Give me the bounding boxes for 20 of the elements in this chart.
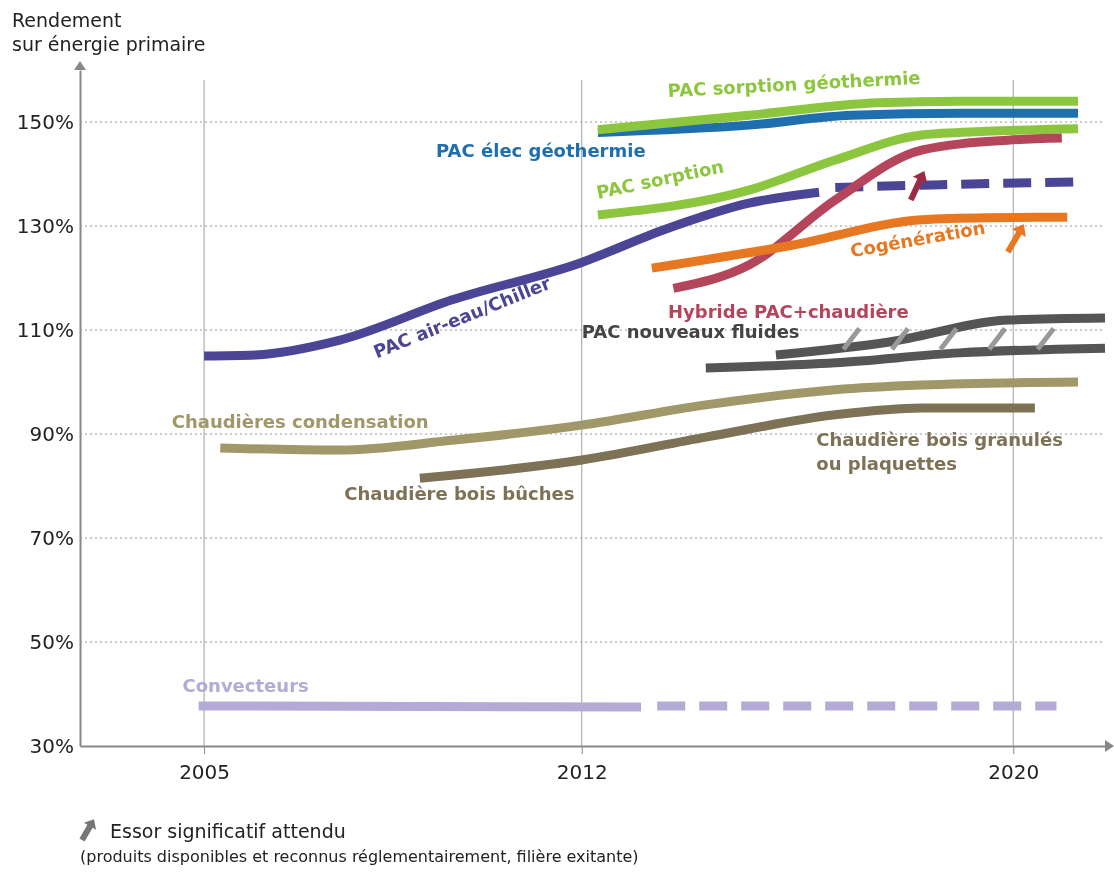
- x-tick-label: 2012: [556, 760, 608, 784]
- series-label: PAC élec géothermie: [436, 139, 646, 161]
- y-tick-label: 130%: [16, 213, 74, 238]
- y-tick-label: 90%: [29, 421, 74, 446]
- x-tick-label: 2005: [179, 760, 231, 784]
- series-label: Chaudières condensation: [171, 410, 429, 432]
- x-tick-label: 2020: [988, 760, 1040, 784]
- y-tick-label: 110%: [16, 317, 74, 342]
- y-tick-label: 30%: [29, 733, 74, 758]
- y-tick-label: 50%: [29, 629, 74, 654]
- text: (produits disponibles et reconnus réglementairement, filière exitante): [80, 847, 639, 866]
- series-label: Hybride PAC+chaudière: [668, 301, 909, 323]
- series-label: Convecteurs: [182, 674, 309, 696]
- text: Essor significatif attendu: [110, 820, 346, 842]
- annotation: Chaudière bois granulés ou plaquettes: [816, 429, 1063, 474]
- y-axis-title: Rendement sur énergie primaire: [12, 9, 206, 55]
- y-tick-label: 70%: [29, 525, 74, 550]
- series-label: Chaudière bois bûches: [344, 483, 575, 505]
- series-label: PAC sorption géothermie: [667, 66, 921, 102]
- y-tick-label: 150%: [16, 109, 74, 134]
